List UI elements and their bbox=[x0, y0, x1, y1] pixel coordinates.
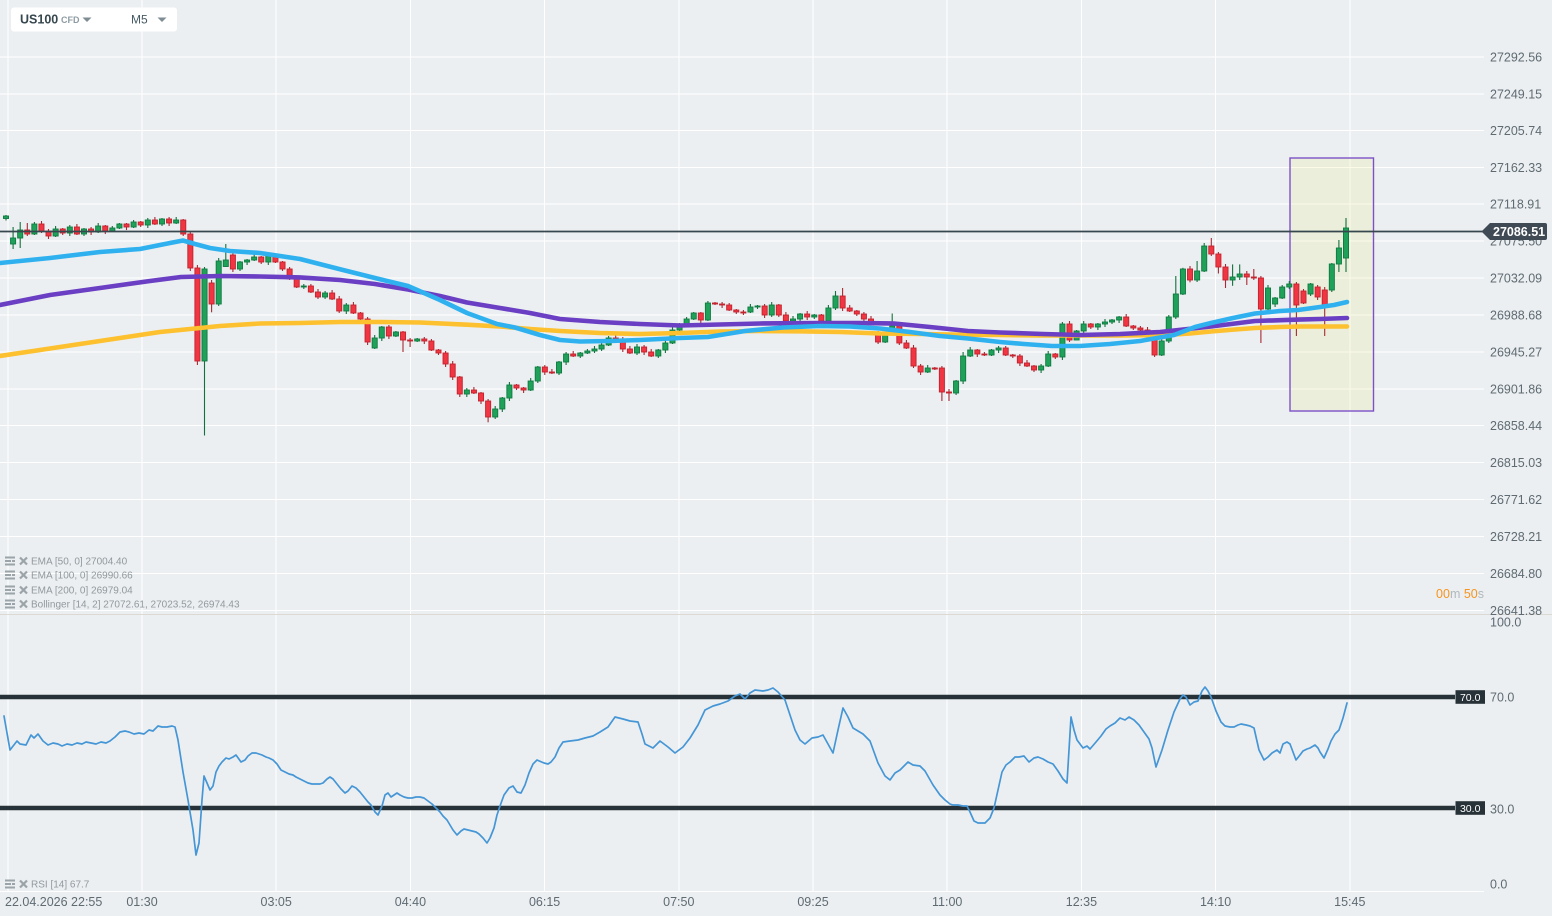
svg-text:26858.44: 26858.44 bbox=[1490, 419, 1542, 433]
svg-text:US100: US100 bbox=[20, 13, 58, 27]
svg-text:27205.74: 27205.74 bbox=[1490, 124, 1542, 138]
svg-text:12:35: 12:35 bbox=[1066, 895, 1097, 909]
svg-text:EMA [100, 0] 26990.66: EMA [100, 0] 26990.66 bbox=[31, 571, 133, 582]
svg-text:11:00: 11:00 bbox=[932, 895, 962, 909]
svg-text:07:50: 07:50 bbox=[663, 895, 694, 909]
svg-text:26945.27: 26945.27 bbox=[1490, 346, 1542, 360]
svg-text:Bollinger [14, 2] 27072.61, 27: Bollinger [14, 2] 27072.61, 27023.52, 26… bbox=[31, 600, 240, 611]
svg-text:26815.03: 26815.03 bbox=[1490, 456, 1542, 470]
svg-text:CFD: CFD bbox=[61, 15, 80, 25]
svg-text:09:25: 09:25 bbox=[797, 895, 828, 909]
svg-text:27249.15: 27249.15 bbox=[1490, 88, 1542, 102]
svg-text:EMA [50, 0] 27004.40: EMA [50, 0] 27004.40 bbox=[31, 557, 128, 568]
svg-text:27162.33: 27162.33 bbox=[1490, 161, 1542, 175]
svg-text:26728.21: 26728.21 bbox=[1490, 530, 1542, 544]
svg-text:04:40: 04:40 bbox=[395, 895, 426, 909]
svg-text:27292.56: 27292.56 bbox=[1490, 51, 1542, 65]
svg-text:27032.09: 27032.09 bbox=[1490, 272, 1542, 286]
svg-text:22.04.2026 22:55: 22.04.2026 22:55 bbox=[5, 895, 102, 909]
svg-text:15:45: 15:45 bbox=[1334, 895, 1365, 909]
svg-text:01:30: 01:30 bbox=[126, 895, 157, 909]
svg-text:06:15: 06:15 bbox=[529, 895, 560, 909]
svg-text:70.0: 70.0 bbox=[1490, 691, 1514, 705]
svg-text:0.0: 0.0 bbox=[1490, 878, 1507, 892]
svg-text:30.0: 30.0 bbox=[1460, 803, 1481, 815]
svg-text:RSI [14] 67.7: RSI [14] 67.7 bbox=[31, 880, 90, 891]
svg-text:27086.51: 27086.51 bbox=[1493, 225, 1545, 239]
svg-text:14:10: 14:10 bbox=[1200, 895, 1231, 909]
svg-text:26901.86: 26901.86 bbox=[1490, 383, 1542, 397]
svg-text:30.0: 30.0 bbox=[1490, 803, 1514, 817]
svg-text:00m 50s: 00m 50s bbox=[1436, 587, 1484, 601]
svg-text:27118.91: 27118.91 bbox=[1490, 198, 1541, 212]
svg-text:M5: M5 bbox=[131, 13, 148, 27]
svg-text:100.0: 100.0 bbox=[1490, 616, 1521, 630]
svg-text:26641.38: 26641.38 bbox=[1490, 604, 1542, 618]
svg-text:70.0: 70.0 bbox=[1460, 692, 1481, 704]
svg-text:26684.80: 26684.80 bbox=[1490, 567, 1542, 581]
svg-text:03:05: 03:05 bbox=[261, 895, 292, 909]
svg-text:EMA [200, 0] 26979.04: EMA [200, 0] 26979.04 bbox=[31, 586, 133, 597]
svg-text:26771.62: 26771.62 bbox=[1490, 493, 1542, 507]
svg-text:26988.68: 26988.68 bbox=[1490, 309, 1542, 323]
